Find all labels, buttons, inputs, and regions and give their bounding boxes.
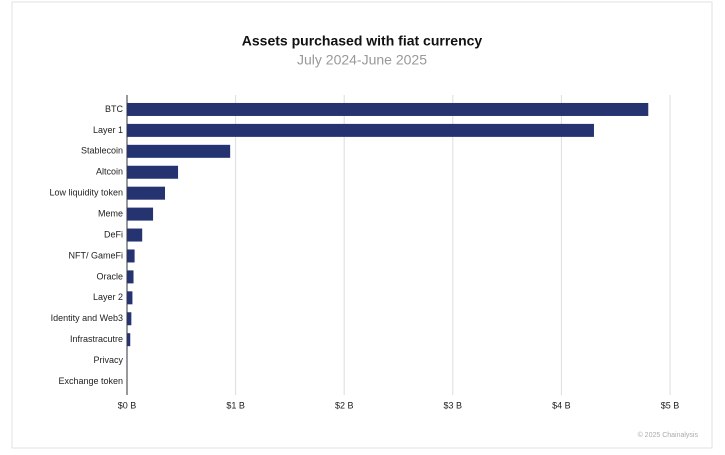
y-tick-label: Low liquidity token bbox=[49, 188, 123, 198]
bar bbox=[127, 249, 135, 262]
bar bbox=[127, 229, 142, 242]
chart-title: Assets purchased with fiat currency bbox=[242, 33, 483, 49]
y-tick-label: Stablecoin bbox=[81, 146, 123, 156]
x-tick-label: $1 B bbox=[226, 400, 245, 410]
x-tick-label: $2 B bbox=[335, 400, 354, 410]
x-tick-label: $0 B bbox=[118, 400, 137, 410]
bar bbox=[127, 103, 648, 116]
chart-subtitle: July 2024-June 2025 bbox=[297, 52, 427, 68]
y-tick-label: NFT/ GameFi bbox=[68, 250, 123, 260]
x-tick-label: $4 B bbox=[552, 400, 571, 410]
y-tick-label: BTC bbox=[105, 104, 124, 114]
y-tick-label: Identity and Web3 bbox=[51, 313, 123, 323]
bar bbox=[127, 312, 131, 325]
y-tick-label: Meme bbox=[98, 208, 123, 218]
y-tick-label: Infrastracutre bbox=[70, 334, 123, 344]
y-tick-label: Exchange token bbox=[58, 376, 123, 386]
source: © 2025 Chainalysis bbox=[638, 431, 699, 439]
x-tick-label: $3 B bbox=[444, 400, 463, 410]
bar bbox=[127, 166, 178, 179]
bar bbox=[127, 291, 132, 304]
bar bbox=[127, 124, 594, 137]
y-tick-label: Altcoin bbox=[96, 167, 123, 177]
bar bbox=[127, 270, 134, 283]
y-tick-label: Privacy bbox=[93, 355, 123, 365]
y-tick-label: Layer 1 bbox=[93, 125, 123, 135]
bar bbox=[127, 208, 153, 221]
x-tick-label: $5 B bbox=[661, 400, 680, 410]
bar bbox=[127, 333, 130, 346]
y-tick-label: Oracle bbox=[96, 271, 123, 281]
y-tick-label: DeFi bbox=[104, 229, 123, 239]
y-tick-label: Layer 2 bbox=[93, 292, 123, 302]
bar bbox=[127, 145, 230, 158]
bar bbox=[127, 187, 165, 200]
